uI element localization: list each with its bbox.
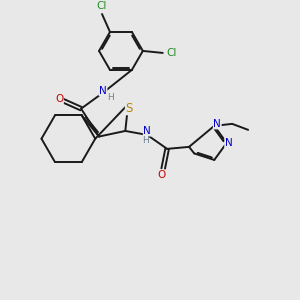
Text: O: O — [157, 170, 165, 180]
Text: O: O — [55, 94, 63, 104]
Text: N: N — [225, 138, 232, 148]
Text: N: N — [143, 126, 151, 136]
Text: N: N — [99, 86, 107, 96]
Text: Cl: Cl — [97, 1, 107, 11]
Text: Cl: Cl — [167, 48, 177, 58]
Text: S: S — [125, 102, 133, 115]
Text: N: N — [213, 119, 221, 129]
Text: H: H — [142, 136, 148, 146]
Text: H: H — [108, 93, 114, 102]
